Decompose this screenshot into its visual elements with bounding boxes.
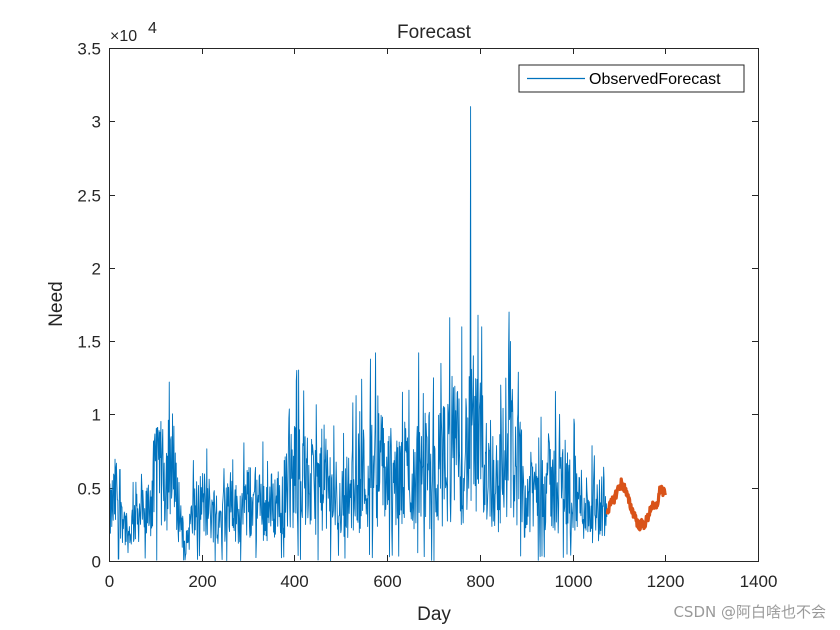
chart-title: Forecast xyxy=(397,22,472,43)
x-axis-label: Day xyxy=(417,604,451,625)
x-tick-label: 1000 xyxy=(555,572,593,591)
axis-ticks: 0 200 400 600 800 1000 1200 1400 0 0.5 1 1.5 2 2.5 3 3.… xyxy=(77,40,777,592)
x-tick-label: 600 xyxy=(373,572,401,591)
legend: ObservedForecast xyxy=(518,64,745,93)
watermark-text: CSDN @阿白啥也不会 xyxy=(673,603,826,621)
y-axis-label: Need xyxy=(46,281,67,326)
y-tick-label: 3 xyxy=(92,113,101,132)
x-tick-label: 200 xyxy=(188,572,216,591)
observed-series-line xyxy=(109,106,608,562)
y-tick-label: 1.5 xyxy=(77,333,101,352)
x-tick-label: 0 xyxy=(105,572,114,591)
y-tick-label: 2.5 xyxy=(77,187,101,206)
x-tick-label: 1200 xyxy=(647,572,685,591)
y-tick-label: 0.5 xyxy=(77,480,101,499)
x-tick-label: 800 xyxy=(466,572,494,591)
legend-label: ObservedForecast xyxy=(589,71,721,88)
x-tick-label: 400 xyxy=(280,572,308,591)
y-tick-label: 3.5 xyxy=(77,40,101,59)
y-tick-label: 0 xyxy=(92,553,101,572)
y-tick-label: 1 xyxy=(92,406,101,425)
x-tick-label: 1400 xyxy=(740,572,778,591)
y-exponent-power: 4 xyxy=(148,20,157,37)
plot-series-group xyxy=(109,106,667,562)
forecast-series-line xyxy=(605,477,667,532)
y-tick-label: 2 xyxy=(92,260,101,279)
axes-box xyxy=(109,48,759,562)
y-exponent-base: ×10 xyxy=(110,28,137,45)
